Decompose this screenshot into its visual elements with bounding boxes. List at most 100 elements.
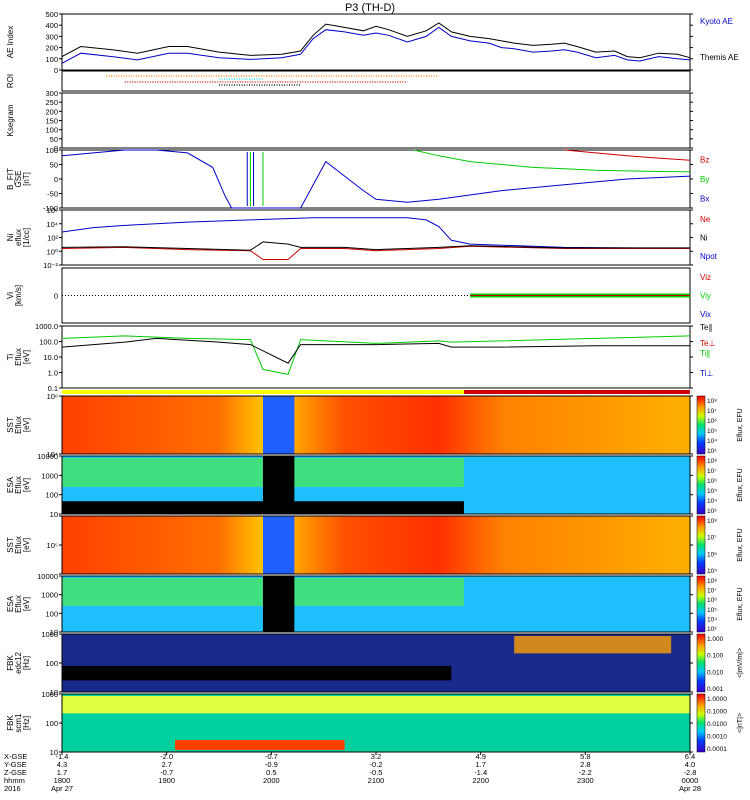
heatmap-esa1-cbar-tick-0: 10⁸	[707, 458, 717, 465]
temperature-legend-1: Ti∥	[700, 349, 710, 358]
ae-ticklabel-5: 500	[45, 10, 58, 19]
density-npot	[61, 241, 690, 251]
heatmap-esa1-ticklabel-1: 100	[45, 491, 58, 500]
ae-panel-frame	[61, 13, 691, 71]
temperature-ticklabel-4: 1000.0	[35, 322, 58, 331]
heatmap-esa2-frame	[61, 575, 691, 633]
heatmap-sst2-bg	[62, 516, 690, 574]
heatmap-fbk2-ticklabel-1: 100	[45, 719, 58, 728]
heatmap-esa1-ylabel-0: ESA	[6, 476, 15, 493]
kgm-ticklabel-1: 50	[50, 135, 58, 144]
heatmap-sst1-cbar-tick-0: 10⁸	[707, 398, 717, 405]
heatmap-sst1-cbar-tick-4: 10⁴	[707, 438, 717, 445]
xaxis-cell-2-0: -0.7	[265, 752, 278, 761]
velocity-legend-1: Viy	[700, 292, 711, 301]
heatmap-fbk2-cbar-label: <|nT|>	[737, 713, 744, 733]
heatmap-esa2-cbar-label: Eflux, EFU	[737, 587, 744, 620]
heatmap-sst1-ticklabel-0: 10⁴	[46, 450, 58, 459]
xaxis-rowlabel-2: Z-GSE	[4, 768, 27, 777]
xaxis-cell-0-1: 4.3	[57, 760, 67, 769]
heatmap-fbk1-cbar-label: <|mV/m|>	[737, 648, 744, 678]
xaxis-cell-5-1: 2.8	[580, 760, 590, 769]
heatmap-fbk1-ylabel-2: [Hz]	[22, 656, 31, 670]
density-ylabel-0: Ni	[6, 234, 15, 242]
heatmap-esa1-cbar-tick-2: 10⁶	[707, 478, 717, 485]
heatmap-esa2-ylabel-2: [eV]	[22, 597, 31, 611]
ae-ticklabel-4: 400	[45, 21, 58, 30]
xaxis-cell-5-0: 5.8	[580, 752, 590, 761]
heatmap-esa2-cbar-tick-1: 10⁷	[707, 588, 717, 595]
xaxis-cell-5-2: -2.2	[579, 768, 592, 777]
xaxis-cell-4-1: 1.7	[475, 760, 485, 769]
xaxis-cell-6-0: 6.4	[685, 752, 695, 761]
xaxis-cell-4-0: 4.9	[475, 752, 485, 761]
kgm-ticklabel-4: 200	[45, 107, 58, 116]
heatmap-fbk1-dark-band	[62, 665, 452, 681]
heatmap-sst1-cbar-label: Eflux, EFU	[737, 408, 744, 441]
heatmap-sst1-cbar-tick-3: 10⁵	[707, 428, 717, 435]
bfield-series-1	[413, 149, 691, 173]
heatmap-fbk1-cbar-tick-2: 0.010	[707, 669, 724, 676]
xaxis-cell-1-2: -0.7	[160, 768, 173, 777]
kgm-ticklabel-6: 300	[45, 89, 58, 98]
velocity-zero-label: 0	[54, 292, 58, 301]
heatmap-esa1-cbar-tick-1: 10⁷	[707, 468, 717, 475]
heatmap-esa1-colorbar	[696, 455, 706, 515]
temperature-ticklabel-0: 0.1	[48, 384, 58, 393]
xaxis-cell-0-3: 1800	[54, 776, 71, 785]
heatmap-fbk2-upper-band	[62, 696, 690, 714]
xaxis-cell-1-0: -2.0	[160, 752, 173, 761]
heatmap-fbk1-ylabel-1: edc12	[14, 652, 23, 674]
heatmap-esa2-ticklabel-1: 100	[45, 609, 58, 618]
temperature-ticklabel-1: 1.0	[48, 369, 58, 378]
heatmap-fbk1-ticklabel-2: 1000	[41, 630, 58, 639]
heatmap-esa2-gap	[262, 576, 295, 632]
heatmap-esa1-bottom	[62, 501, 464, 514]
roi-panel-frame	[61, 70, 691, 92]
heatmap-esa1-ylabel-1: Eflux	[14, 476, 23, 494]
density-ylabel-2: [1/cc]	[22, 228, 31, 247]
heatmap-fbk2-cbar-tick-2: 0.0100	[707, 721, 727, 728]
xaxis-cell-0-4: Apr 27	[51, 784, 73, 793]
heatmap-sst2-cbar-tick-0: 10⁸	[707, 518, 717, 525]
heatmap-fbk1-ticklabel-1: 100	[45, 659, 58, 668]
xaxis-rowlabel-0: X-GSE	[4, 752, 27, 761]
ae-ticklabel-1: 100	[45, 55, 58, 64]
kgm-ticklabel-2: 100	[45, 126, 58, 135]
density-ni	[61, 217, 691, 249]
bfield-ticklabel-4: 100	[45, 146, 58, 155]
ae-series-0	[61, 26, 691, 64]
xaxis-cell-3-2: -0.5	[370, 768, 383, 777]
kgm-ticklabel-0: 0	[54, 144, 58, 153]
xaxis-cell-6-1: 4.0	[685, 760, 695, 769]
heatmap-sst2-colorbar	[696, 515, 706, 575]
xaxis-cell-3-1: -0.2	[370, 760, 383, 769]
heatmap-sst1-frame	[61, 395, 691, 455]
heatmap-fbk1-ticklabel-0: 10	[50, 688, 58, 697]
ae-ticklabel-3: 300	[45, 32, 58, 41]
bfield-ticklabel-2: 0	[54, 175, 58, 184]
xaxis-cell-6-3: 0000	[682, 776, 699, 785]
heatmap-fbk1-colorbar	[696, 633, 706, 693]
xaxis-cell-0-0: -1.4	[56, 752, 69, 761]
heatmap-sst1-cbar-tick-1: 10⁷	[707, 408, 717, 415]
heatmap-sst1-ylabel-2: [eV]	[22, 418, 31, 432]
heatmap-fbk1-cbar-tick-1: 0.100	[707, 653, 724, 660]
heatmap-esa1-ylabel-2: [eV]	[22, 478, 31, 492]
ae-legend-0: Kyoto AE	[700, 17, 733, 26]
heatmap-fbk2-ticklabel-0: 10	[50, 748, 58, 757]
heatmap-fbk2-cbar-tick-1: 0.1000	[707, 709, 727, 716]
region-bar-yellow	[62, 390, 464, 394]
xaxis-cell-4-3: 2200	[472, 776, 489, 785]
density-ticklabel-2: 10²	[47, 234, 58, 243]
xaxis-rowlabel-1: Y-GSE	[4, 760, 27, 769]
xaxis-cell-2-1: -0.9	[265, 760, 278, 769]
heatmap-sst1-colorbar	[696, 395, 706, 455]
bfield-legend-1: By	[700, 175, 709, 184]
heatmap-fbk1-hot-region	[514, 636, 672, 654]
density-ticklabel-1: 10⁰	[47, 247, 58, 256]
heatmap-esa1-ticklabel-0: 10	[50, 510, 58, 519]
temperature-ticklabel-3: 100.0	[39, 338, 58, 347]
figure-title: P3 (TH-D)	[345, 2, 395, 14]
